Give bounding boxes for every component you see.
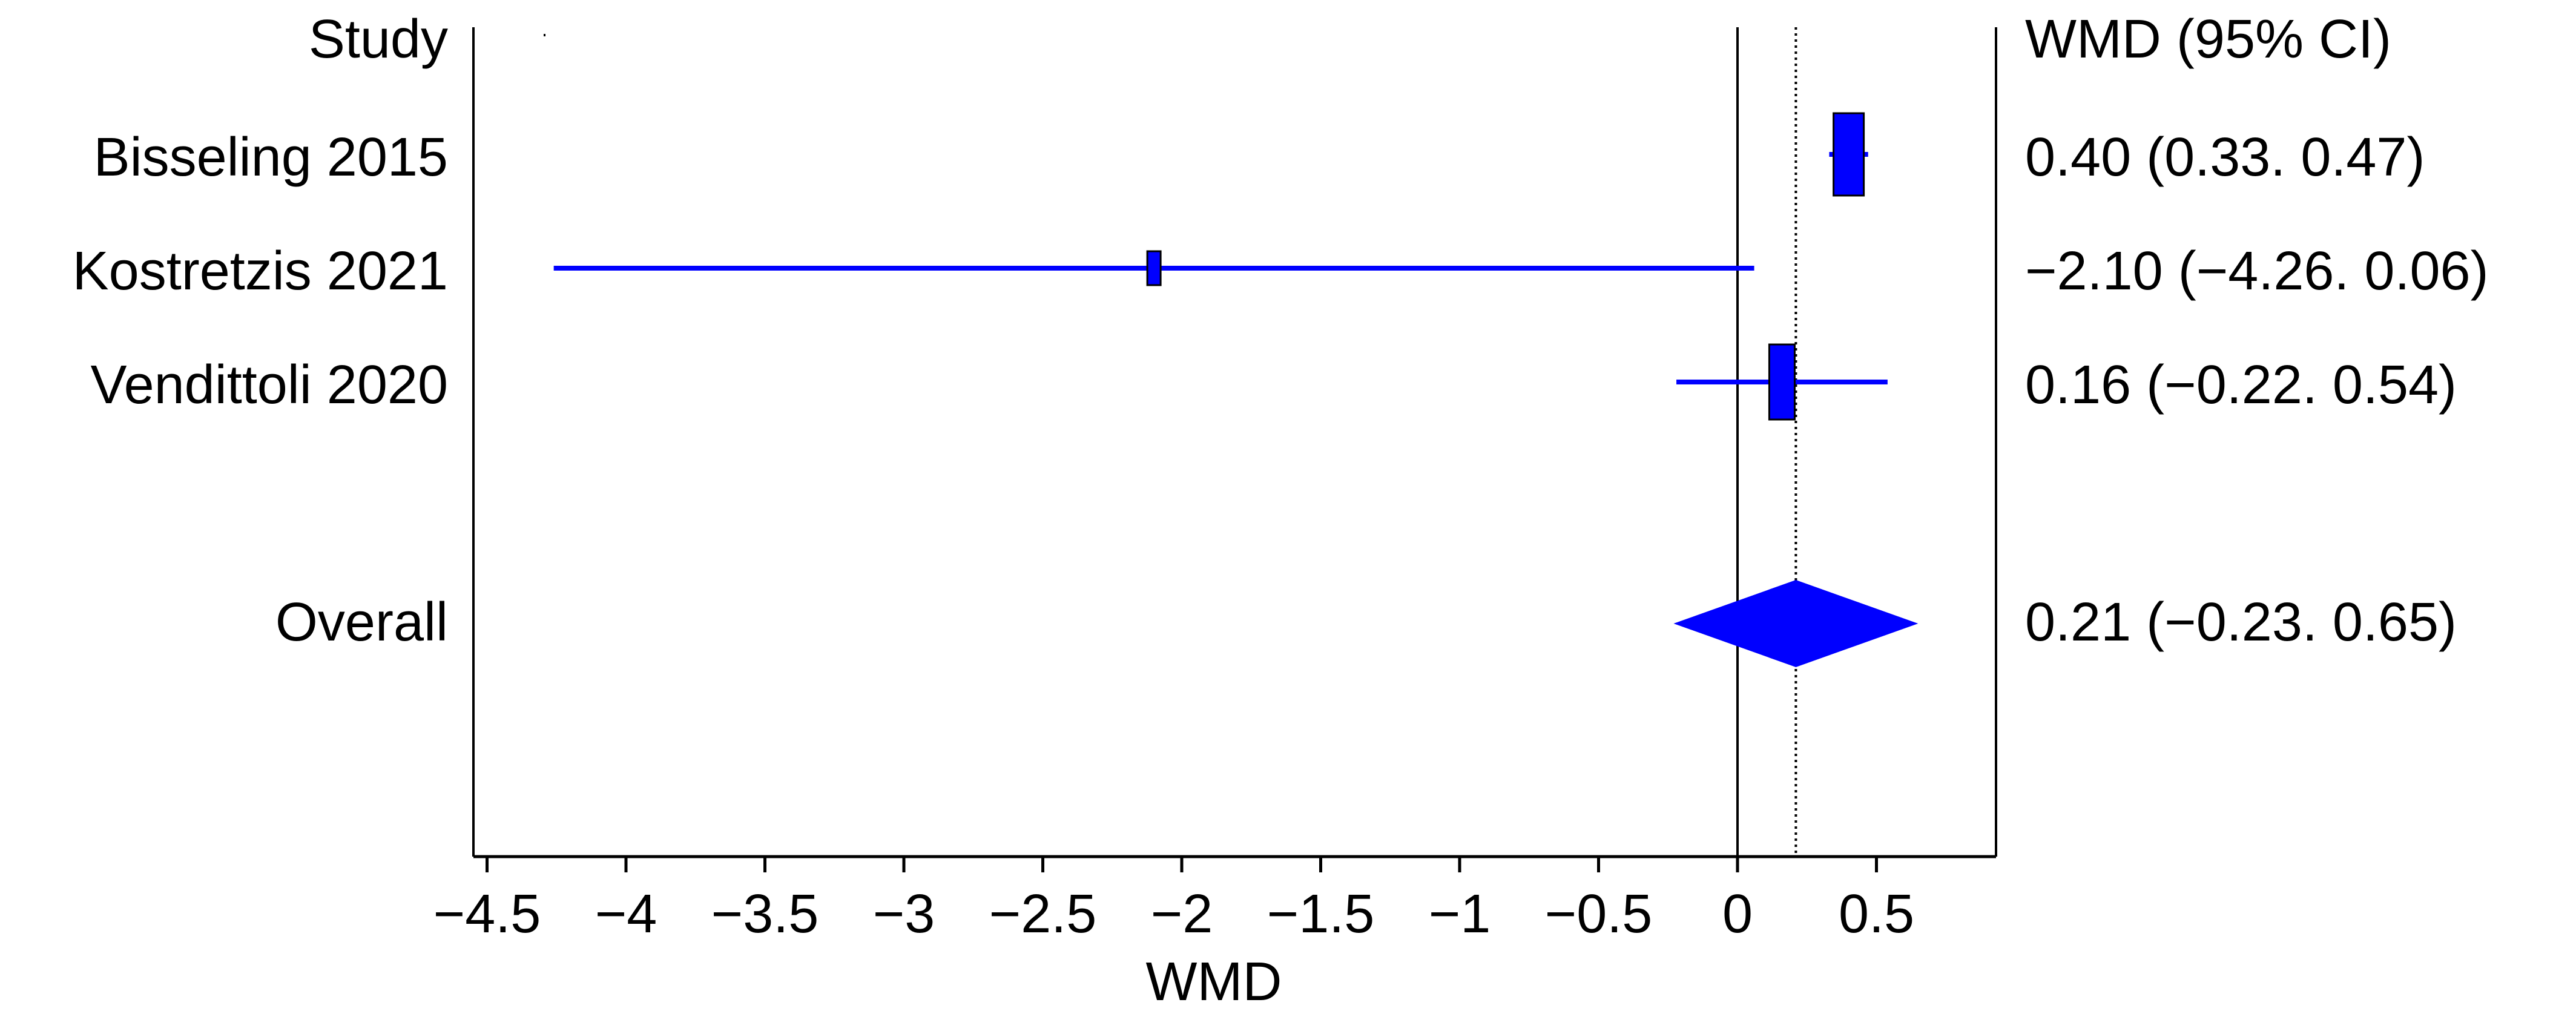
- study-name: Vendittoli 2020: [91, 355, 449, 415]
- x-tick-label: −4: [595, 884, 657, 944]
- overall-row: Overall 0.21 (−0.23. 0.65): [275, 580, 2457, 667]
- study-row-2: Vendittoli 2020 0.16 (−0.22. 0.54): [91, 343, 2457, 421]
- x-tick-label: −2: [1151, 884, 1213, 944]
- x-tick-label: −0.5: [1545, 884, 1653, 944]
- study-effect-label: 0.40 (0.33. 0.47): [2025, 127, 2425, 188]
- study-effect-label: −2.10 (−4.26. 0.06): [2025, 241, 2489, 301]
- study-row-1: Kostretzis 2021 −2.10 (−4.26. 0.06): [73, 241, 2489, 301]
- x-axis-label: WMD: [1146, 952, 1282, 1011]
- overall-effect-label: 0.21 (−0.23. 0.65): [2025, 592, 2457, 653]
- point-estimate-box: [1833, 112, 1865, 197]
- study-column-header: Study: [309, 9, 448, 70]
- x-tick-label: −1: [1429, 884, 1491, 944]
- study-name: Bisseling 2015: [94, 127, 448, 188]
- x-tick-label: −3.5: [711, 884, 819, 944]
- x-tick-label: −4.5: [433, 884, 541, 944]
- x-tick-label: −2.5: [989, 884, 1097, 944]
- x-tick-label: 0: [1722, 884, 1753, 944]
- x-axis-ticks: −4.5 −4 −3.5 −3 −2.5 −2 −1.5 −1 −0.5 0 0.5: [433, 857, 1914, 944]
- point-estimate-box: [1768, 343, 1796, 421]
- x-tick-label: −3: [873, 884, 935, 944]
- study-effect-label: 0.16 (−0.22. 0.54): [2025, 355, 2457, 415]
- point-estimate-box: [1146, 250, 1162, 286]
- overall-name: Overall: [275, 592, 448, 653]
- x-tick-label: −1.5: [1267, 884, 1375, 944]
- x-tick-label: 0.5: [1839, 884, 1914, 944]
- overall-diamond: [1673, 580, 1919, 667]
- study-row-0: Bisseling 2015 0.40 (0.33. 0.47): [94, 112, 2425, 197]
- wmd-column-header: WMD (95% CI): [2025, 9, 2391, 70]
- study-name: Kostretzis 2021: [73, 241, 448, 301]
